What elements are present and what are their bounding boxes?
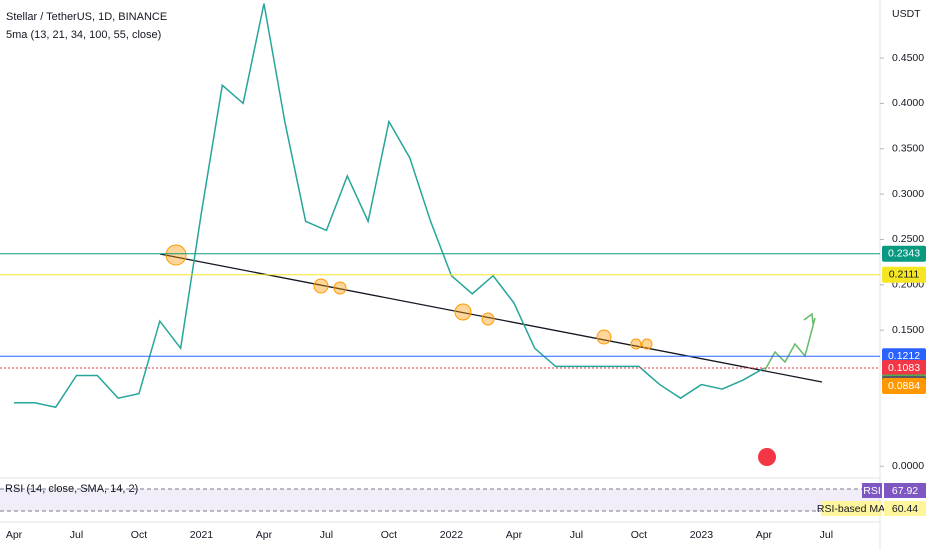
level-text: 0.2343	[888, 247, 920, 259]
rsi-title: RSI (14, close, SMA, 14, 2)	[5, 483, 138, 495]
x-tick-label: Jul	[570, 529, 583, 541]
x-tick-label: 2022	[440, 529, 464, 541]
x-tick-label: 2021	[190, 529, 214, 541]
x-tick-label: Apr	[756, 529, 773, 541]
price-label-box	[882, 378, 926, 395]
x-tick-label: Jul	[820, 529, 833, 541]
trendline	[159, 253, 823, 383]
y-axis-label: USDT	[892, 8, 921, 20]
level-box	[882, 245, 926, 262]
ma-value: 60.44	[892, 503, 918, 515]
rsi-value: 67.92	[892, 485, 918, 497]
y-tick-label: 0.3000	[892, 188, 924, 200]
x-tick-label: 2023	[690, 529, 714, 541]
rsi-name-box	[862, 483, 882, 498]
price-line	[14, 3, 765, 409]
indicator-label: 5ma (13, 21, 34, 100, 55, close)	[6, 29, 161, 41]
x-tick-label: Apr	[256, 529, 273, 541]
x-tick-label: Oct	[631, 529, 647, 541]
y-tick-label: 0.4000	[892, 97, 924, 109]
price-label-text: 0.0884	[888, 380, 920, 392]
ma-name-box	[821, 501, 882, 516]
level-text: 0.1083	[888, 362, 920, 374]
y-tick-label: 0.2500	[892, 233, 924, 245]
y-tick-label: 0.3500	[892, 143, 924, 155]
y-tick-label: 0.1500	[892, 324, 924, 336]
event-icon[interactable]	[758, 448, 776, 466]
rsi-band	[0, 489, 880, 511]
touch-circles	[165, 244, 653, 350]
x-tick-label: Jul	[320, 529, 333, 541]
x-tick-label: Oct	[131, 529, 147, 541]
rsi-value-box	[884, 483, 926, 498]
y-tick-label: 0.4500	[892, 52, 924, 64]
level-box	[882, 266, 926, 283]
x-tick-label: Jul	[70, 529, 83, 541]
level-text: 0.1212	[888, 350, 920, 362]
arrow-head	[803, 312, 814, 325]
y-tick-label: 0.0000	[892, 460, 924, 472]
x-tick-label: Apr	[6, 529, 23, 541]
level-box	[882, 359, 926, 376]
x-tick-label: Oct	[381, 529, 397, 541]
ma-value-box	[884, 501, 926, 516]
ma-name: RSI-based MA	[817, 503, 885, 515]
projection-arrow	[764, 317, 816, 371]
chart-title: Stellar / TetherUS, 1D, BINANCE	[6, 11, 167, 23]
level-text: 0.2111	[889, 269, 920, 281]
rsi-name: RSI	[863, 485, 881, 497]
x-tick-label: Apr	[506, 529, 523, 541]
